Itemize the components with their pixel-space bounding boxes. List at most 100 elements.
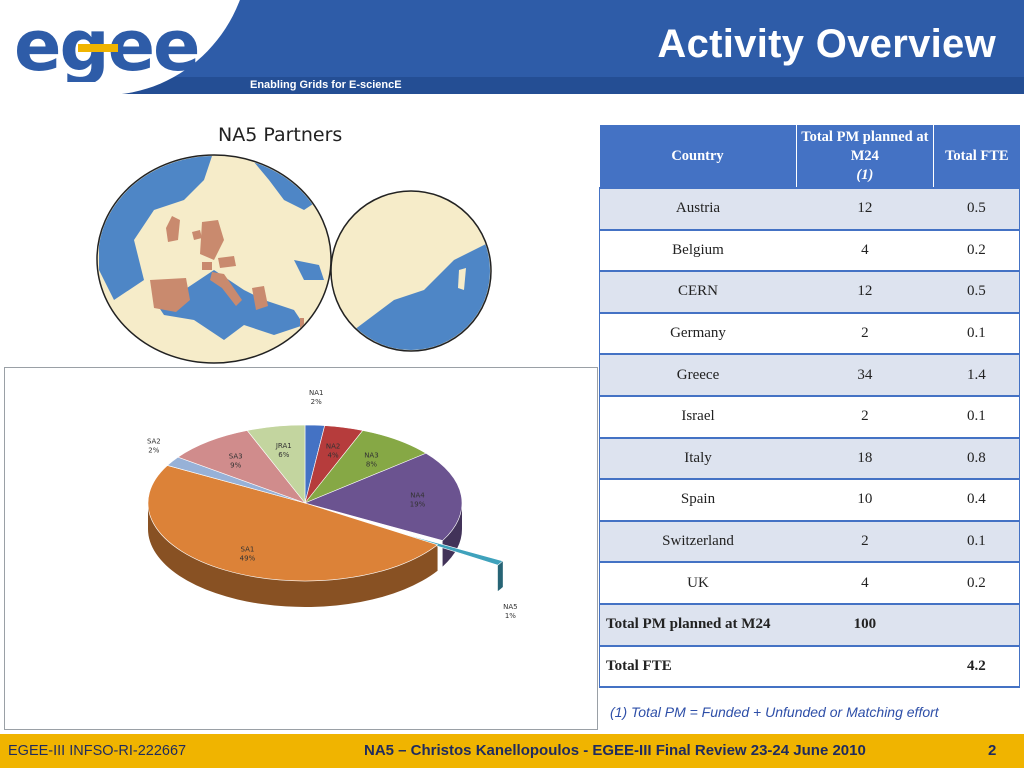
country-cell: Belgium xyxy=(599,228,797,272)
partners-table: Country Total PM planned at M24 (1) Tota… xyxy=(599,125,1020,689)
total-pm-value: 100 xyxy=(796,602,934,646)
table-row: Israel 2 0.1 xyxy=(599,394,1020,438)
total-fte-cell: 0.2 xyxy=(933,561,1020,605)
header-country: Country xyxy=(599,125,797,188)
belgium-highlight xyxy=(192,230,202,240)
total-pm-cell: 12 xyxy=(796,187,934,230)
footer-project-id: EGEE-III INFSO-RI-222667 xyxy=(8,743,187,759)
slide-header: egee Enabling Grids for E-sciencE Activi… xyxy=(0,0,1024,94)
pie-side-na5 xyxy=(497,560,503,592)
total-pm-cell: 12 xyxy=(796,270,934,313)
total-pm-row: Total PM planned at M24 100 xyxy=(599,602,1020,646)
total-fte-row: Total FTE 4.2 xyxy=(599,644,1020,689)
total-pm-empty xyxy=(933,602,1020,646)
header-total-pm: Total PM planned at M24 (1) xyxy=(796,125,935,188)
pie-slice-sa1 xyxy=(147,465,439,582)
pie-label-na4: NA4 xyxy=(410,492,425,500)
total-pm-cell: 2 xyxy=(796,519,934,563)
pie-percent-na4: 19% xyxy=(410,501,426,509)
total-pm-label: Total PM planned at M24 xyxy=(599,602,797,646)
slide-footer: EGEE-III INFSO-RI-222667 NA5 – Christos … xyxy=(0,734,1024,768)
country-cell: Spain xyxy=(599,478,797,521)
total-pm-cell: 2 xyxy=(796,394,934,438)
switzerland-highlight xyxy=(202,262,212,270)
total-fte-cell: 0.5 xyxy=(933,270,1020,313)
greece-highlight xyxy=(252,286,268,310)
pie-percent-na1: 2% xyxy=(311,398,322,406)
total-fte-cell: 0.1 xyxy=(933,394,1020,438)
table-row: CERN 12 0.5 xyxy=(599,270,1020,313)
country-cell: Israel xyxy=(599,394,797,438)
total-pm-cell: 2 xyxy=(796,311,934,355)
country-cell: Switzerland xyxy=(599,519,797,563)
total-pm-cell: 34 xyxy=(796,353,934,396)
total-fte-cell: 0.4 xyxy=(933,478,1020,521)
total-fte-cell: 0.8 xyxy=(933,436,1020,480)
table-row: Belgium 4 0.2 xyxy=(599,228,1020,272)
total-pm-cell: 4 xyxy=(796,561,934,605)
pie-percent-sa3: 9% xyxy=(230,462,241,470)
header-total-fte: Total FTE xyxy=(933,125,1020,188)
header-strip xyxy=(0,77,1024,94)
country-cell: Greece xyxy=(599,353,797,396)
table-header-row: Country Total PM planned at M24 (1) Tota… xyxy=(599,125,1020,188)
pie-side-sa1 xyxy=(148,503,438,607)
italy-highlight xyxy=(210,272,242,306)
pie-label-na5: NA5 xyxy=(503,603,517,611)
header-total-pm-label: Total PM planned at M24 xyxy=(801,128,929,164)
table-row: Switzerland 2 0.1 xyxy=(599,519,1020,563)
pie-label-na1: NA1 xyxy=(309,389,323,397)
pie-label-na2: NA2 xyxy=(326,443,340,451)
pie-side-na4 xyxy=(442,503,462,567)
total-fte-cell: 1.4 xyxy=(933,353,1020,396)
footer-presentation-info: NA5 – Christos Kanellopoulos - EGEE-III … xyxy=(364,742,866,759)
total-fte-cell: 0.1 xyxy=(933,519,1020,563)
page-number: 2 xyxy=(988,742,997,759)
partners-map xyxy=(96,154,492,364)
country-cell: Germany xyxy=(599,311,797,355)
total-pm-cell: 4 xyxy=(796,228,934,272)
table-row: Greece 34 1.4 xyxy=(599,353,1020,396)
austria-highlight xyxy=(218,256,236,268)
pie-slice-sa3 xyxy=(177,430,306,504)
germany-highlight xyxy=(200,220,224,260)
uk-highlight xyxy=(166,216,180,242)
pie-label-jra1: JRA1 xyxy=(275,442,292,450)
pie-percent-na5: 1% xyxy=(505,612,516,620)
pie-label-na3: NA3 xyxy=(364,452,378,460)
pie-percent-sa1: 49% xyxy=(240,554,256,562)
total-fte-cell: 0.1 xyxy=(933,311,1020,355)
spain-highlight xyxy=(150,278,190,312)
pie-label-sa1: SA1 xyxy=(241,545,255,553)
table-row: Italy 18 0.8 xyxy=(599,436,1020,480)
table-body: Austria 12 0.5 Belgium 4 0.2 CERN 12 0.5 Germany 2… xyxy=(599,187,1020,605)
header-footnote-ref: (1) xyxy=(856,166,874,183)
map-title: NA5 Partners xyxy=(218,124,343,146)
table-row: Austria 12 0.5 xyxy=(599,187,1020,230)
country-cell: Italy xyxy=(599,436,797,480)
footnote: (1) Total PM = Funded + Unfunded or Matc… xyxy=(610,704,939,720)
slide-title: Activity Overview xyxy=(657,22,996,66)
pie-slice-na4 xyxy=(304,452,463,541)
total-pm-cell: 10 xyxy=(796,478,934,521)
country-cell: Austria xyxy=(599,187,797,230)
country-cell: CERN xyxy=(599,270,797,313)
pie-percent-jra1: 6% xyxy=(278,451,289,459)
pie-label-sa3: SA3 xyxy=(229,453,243,461)
pie-percent-na3: 8% xyxy=(366,461,377,469)
table-row: UK 4 0.2 xyxy=(599,561,1020,605)
total-fte-label: Total FTE xyxy=(599,644,797,689)
total-fte-value: 4.2 xyxy=(933,644,1020,689)
pie-slice-jra1 xyxy=(246,424,306,504)
pie-chart-frame: NA1 2% NA2 4% NA3 8% NA4 19% NA5 1% SA1 49% SA2 2% SA3… xyxy=(4,367,598,730)
country-cell: UK xyxy=(599,561,797,605)
total-pm-cell: 18 xyxy=(796,436,934,480)
pie-percent-sa2: 2% xyxy=(148,446,159,454)
total-fte-cell: 0.2 xyxy=(933,228,1020,272)
tagline: Enabling Grids for E-sciencE xyxy=(250,79,402,91)
egee-logo: egee xyxy=(14,14,201,82)
pie-label-sa2: SA2 xyxy=(147,437,161,445)
total-fte-empty xyxy=(796,644,934,689)
total-fte-cell: 0.5 xyxy=(933,187,1020,230)
